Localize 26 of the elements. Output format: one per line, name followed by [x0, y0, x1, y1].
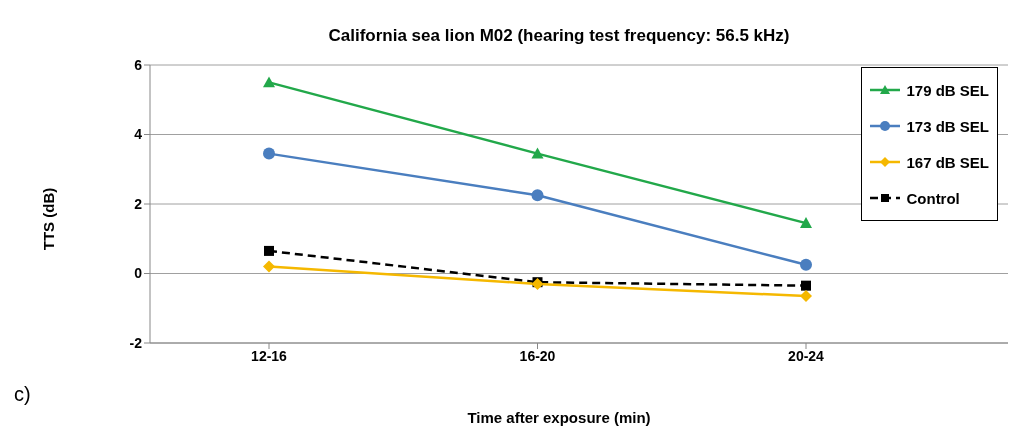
- x-tick-label: 20-24: [788, 347, 825, 364]
- x-tick-label: 16-20: [519, 347, 556, 364]
- point: [263, 147, 275, 160]
- y-tick-label: 2: [134, 195, 143, 212]
- point: [800, 290, 812, 303]
- legend-label: 179 dB SEL: [906, 81, 989, 99]
- y-tick-label: 4: [134, 126, 143, 143]
- y-axis-title: TTS (dB): [39, 187, 57, 251]
- point: [264, 245, 274, 256]
- text: c): [14, 383, 31, 406]
- point: [263, 260, 275, 273]
- point: [531, 147, 544, 159]
- point: [800, 217, 812, 228]
- chart-title: California sea lion M02 (hearing test frequency: 56.5 kHz): [327, 26, 791, 46]
- y-tick-label: 0: [134, 265, 143, 282]
- point: [263, 76, 275, 88]
- point: [800, 258, 812, 271]
- x-axis-title: Time after exposure (min): [466, 409, 652, 426]
- legend-label: Control: [906, 189, 960, 207]
- y-tick-label: -2: [129, 334, 143, 351]
- y-tick-label: 6: [134, 56, 143, 73]
- legend-label: 167 dB SEL: [906, 153, 989, 171]
- point: [801, 280, 811, 291]
- x-tick-label: 12-16: [251, 347, 288, 364]
- point: [531, 189, 544, 202]
- legend-label: 173 dB SEL: [906, 117, 989, 135]
